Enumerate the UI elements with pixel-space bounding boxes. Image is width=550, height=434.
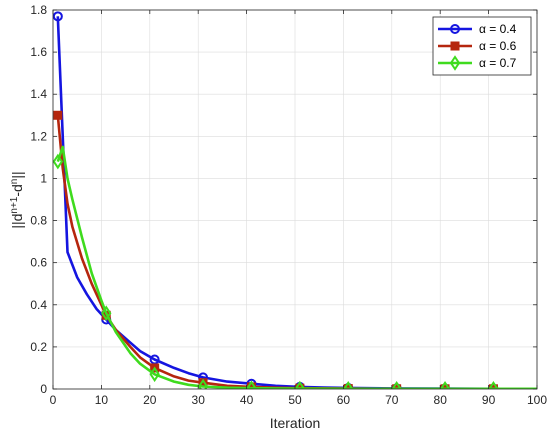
series-3-point bbox=[101, 305, 112, 322]
x-tick-label: 40 bbox=[240, 393, 254, 407]
x-tick-label: 0 bbox=[50, 393, 57, 407]
series-3-point bbox=[246, 380, 257, 389]
x-tick-label: 30 bbox=[192, 393, 206, 407]
x-tick-label: 60 bbox=[337, 393, 351, 407]
series-3-point bbox=[53, 153, 64, 170]
series-2-point bbox=[53, 110, 63, 120]
legend-marker-1 bbox=[450, 24, 460, 34]
y-label-sup-2: n bbox=[9, 179, 20, 185]
y-tick-label: 0 bbox=[40, 382, 47, 396]
series-3-point bbox=[439, 380, 451, 389]
x-axis-label: Iteration bbox=[270, 415, 321, 431]
y-tick-label: 0.2 bbox=[30, 340, 47, 354]
x-tick-label: 50 bbox=[288, 393, 302, 407]
legend-marker-3 bbox=[449, 55, 461, 71]
y-tick-label: 1.2 bbox=[30, 129, 47, 143]
x-tick-label: 80 bbox=[434, 393, 448, 407]
legend-marker-2 bbox=[450, 41, 460, 51]
series-3-point bbox=[294, 380, 306, 389]
y-tick-label: 0.4 bbox=[30, 298, 47, 312]
y-label-sup-1: n+1 bbox=[9, 196, 20, 213]
y-tick-label: 1.4 bbox=[30, 87, 47, 101]
series-3-point bbox=[391, 380, 402, 389]
y-tick-label: 1 bbox=[40, 171, 47, 185]
legend-label-3: α = 0.7 bbox=[479, 56, 517, 70]
series-3-point bbox=[197, 378, 209, 389]
series-3-point bbox=[343, 380, 354, 389]
series-1-point bbox=[53, 11, 63, 22]
x-tick-label: 20 bbox=[143, 393, 157, 407]
series-3-point bbox=[488, 380, 499, 389]
axis-ticks: 0 10 20 30 40 50 60 70 80 90 100 0 0.2 0.4 0.6 0.8 1 1.2 1… bbox=[30, 3, 547, 407]
legend: α = 0.4 α = 0.6 α = 0.7 bbox=[432, 16, 532, 76]
y-label-part-3: || bbox=[9, 171, 25, 178]
x-tick-label: 70 bbox=[385, 393, 399, 407]
series-3-point bbox=[149, 366, 160, 383]
y-tick-label: 1.8 bbox=[30, 3, 47, 17]
legend-label-2: α = 0.6 bbox=[479, 39, 517, 53]
y-tick-label: 0.8 bbox=[30, 214, 47, 228]
y-tick-label: 0.6 bbox=[30, 256, 47, 270]
x-tick-label: 10 bbox=[95, 393, 109, 407]
y-label-part-2: -d bbox=[9, 184, 25, 196]
y-label-part-1: ||d bbox=[9, 214, 25, 229]
x-tick-label: 90 bbox=[482, 393, 496, 407]
y-tick-label: 1.6 bbox=[30, 45, 47, 59]
legend-label-1: α = 0.4 bbox=[479, 22, 517, 36]
y-axis-label: ||dn+1-dn|| bbox=[9, 171, 25, 228]
x-tick-label: 100 bbox=[527, 393, 547, 407]
